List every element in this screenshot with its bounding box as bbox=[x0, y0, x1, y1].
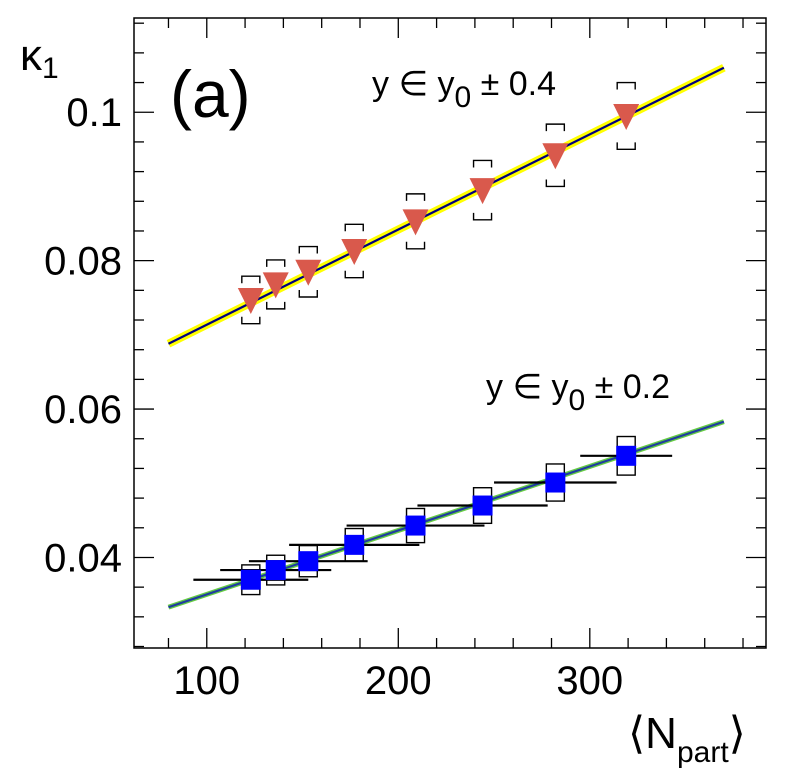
series0-sys-bottom-7 bbox=[616, 142, 636, 151]
series-label-0.4-sub: 0 bbox=[455, 81, 472, 114]
y-axis-label: κ1 bbox=[20, 31, 59, 85]
series0-point-6 bbox=[542, 143, 569, 170]
series0-sys-top-4 bbox=[405, 193, 426, 201]
series0-sys-top-2 bbox=[298, 245, 318, 254]
series-label-0.4-main: y ∈ y bbox=[372, 65, 455, 103]
series0-point-2 bbox=[295, 259, 322, 286]
series1-point-2 bbox=[298, 551, 319, 572]
series-label-0.2-range: ± 0.2 bbox=[585, 368, 670, 406]
chart-labels: (a) y ∈ y0 ± 0.4 y ∈ y0 ± 0.2 κ1 ⟨Npart⟩ bbox=[20, 31, 746, 769]
y-tick-label-3: 0.1 bbox=[66, 91, 122, 135]
series1-point-6 bbox=[545, 472, 566, 493]
y-tick-label-2: 0.08 bbox=[44, 240, 122, 284]
series-label-0.2-main: y ∈ y bbox=[486, 368, 569, 406]
x-axis-label-sub: part bbox=[677, 736, 729, 769]
y-axis-label-sub: 1 bbox=[42, 52, 59, 85]
series0-sys-bottom-6 bbox=[545, 179, 566, 188]
series0-point-3 bbox=[341, 239, 368, 266]
series1-point-3 bbox=[344, 534, 365, 555]
series0-sys-top-7 bbox=[616, 81, 636, 90]
x-tick-label-200: 200 bbox=[365, 659, 432, 703]
series1-point-0 bbox=[240, 569, 261, 590]
x-axis-label-close: ⟩ bbox=[729, 709, 746, 758]
series0-sys-top-5 bbox=[472, 159, 493, 168]
series0-sys-bottom-3 bbox=[344, 270, 364, 279]
series1-point-5 bbox=[472, 495, 493, 516]
series1-point-4 bbox=[405, 515, 426, 536]
x-tick-label-100: 100 bbox=[173, 659, 240, 703]
plot-frame bbox=[133, 17, 767, 649]
series0-sys-bottom-2 bbox=[298, 290, 318, 298]
series0-point-7 bbox=[613, 103, 640, 130]
series-label-0.2: y ∈ y0 ± 0.2 bbox=[486, 368, 670, 417]
series-label-0.4: y ∈ y0 ± 0.4 bbox=[372, 65, 556, 114]
series0-sys-bottom-1 bbox=[266, 301, 286, 310]
series0-point-0 bbox=[237, 287, 264, 314]
plot-frame-rect bbox=[133, 17, 767, 649]
series0-point-1 bbox=[262, 272, 289, 299]
series0-sys-bottom-5 bbox=[472, 212, 493, 221]
series-label-0.4-range: ± 0.4 bbox=[471, 65, 556, 103]
series0-sys-bottom-0 bbox=[241, 316, 261, 325]
y-axis-label-main: κ bbox=[20, 31, 43, 80]
series0-sys-top-1 bbox=[266, 259, 286, 267]
series0-point-4 bbox=[402, 209, 429, 236]
series0-point-5 bbox=[469, 178, 496, 205]
series1-point-1 bbox=[265, 560, 286, 581]
series0-sys-top-0 bbox=[241, 275, 261, 284]
series0-sys-top-3 bbox=[344, 223, 364, 232]
series-label-0.2-sub: 0 bbox=[569, 384, 586, 417]
x-axis-label-main: ⟨N bbox=[628, 709, 677, 758]
series0-sys-bottom-4 bbox=[405, 241, 426, 250]
y-tick-label-1: 0.06 bbox=[44, 388, 122, 432]
series0-sys-top-6 bbox=[545, 123, 566, 132]
x-axis-label: ⟨Npart⟩ bbox=[628, 709, 746, 769]
panel-label: (a) bbox=[170, 57, 251, 131]
x-tick-label-300: 300 bbox=[556, 659, 623, 703]
series1-point-7 bbox=[616, 445, 637, 466]
data-markers bbox=[237, 103, 640, 590]
y-tick-label-0: 0.04 bbox=[44, 536, 122, 580]
